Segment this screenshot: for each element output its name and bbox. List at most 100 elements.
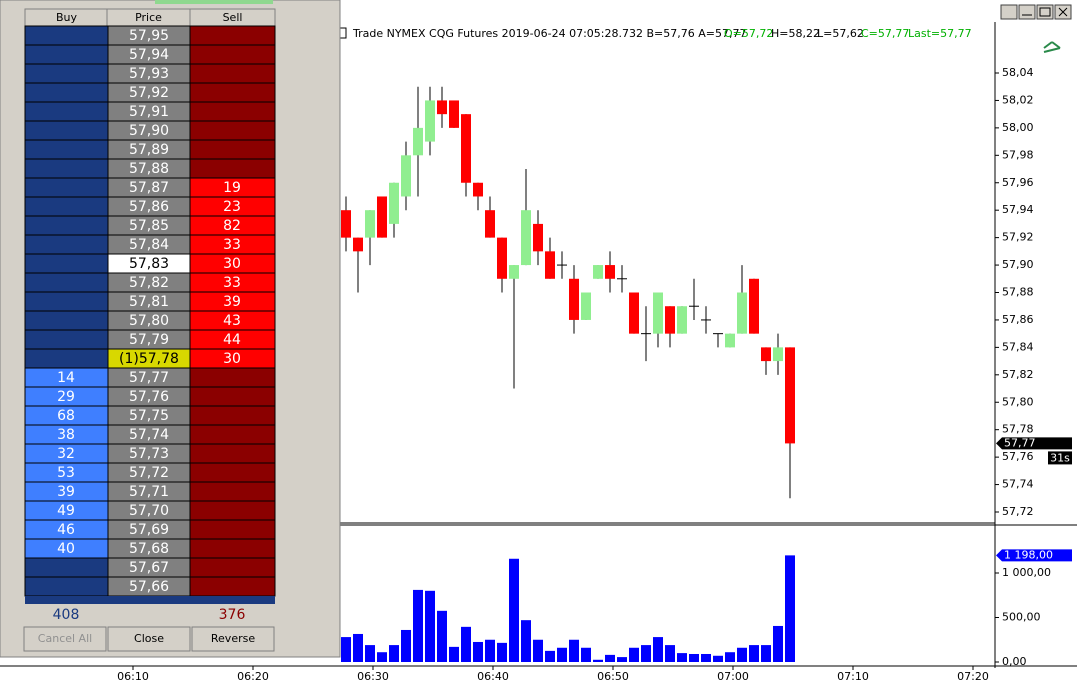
sell-cell[interactable] <box>189 63 276 84</box>
volume-bar <box>785 555 795 662</box>
sell-cell[interactable] <box>189 158 276 179</box>
buy-cell[interactable] <box>24 291 109 312</box>
candle-body <box>437 100 447 115</box>
price-label: 57,91 <box>129 104 169 120</box>
buy-cell[interactable] <box>24 63 109 84</box>
sell-cell[interactable] <box>189 82 276 103</box>
buy-total: 408 <box>53 607 80 623</box>
buy-cell[interactable] <box>24 215 109 236</box>
y-tick-label: 57,94 <box>1002 203 1034 216</box>
sell-cell[interactable] <box>189 139 276 160</box>
sell-cell[interactable] <box>189 481 276 502</box>
sell-cell[interactable] <box>189 424 276 445</box>
y-tick-label: 57,80 <box>1002 395 1034 408</box>
last-volume-tag <box>996 549 1072 562</box>
candle-body <box>425 100 435 142</box>
sell-cell[interactable] <box>189 519 276 540</box>
volume-bar <box>473 641 483 662</box>
sell-cell[interactable] <box>189 101 276 122</box>
volume-bar <box>557 647 567 662</box>
volume-bar <box>353 633 363 662</box>
sell-qty: 33 <box>223 237 241 253</box>
buy-cell[interactable] <box>24 101 109 122</box>
button-label[interactable]: Reverse <box>211 632 255 645</box>
title-bar <box>340 0 1077 22</box>
sell-cell[interactable] <box>189 44 276 65</box>
volume-bar <box>725 652 735 662</box>
button[interactable] <box>107 626 191 652</box>
x-tick-label: 06:30 <box>357 670 389 683</box>
volume-bar <box>461 626 471 662</box>
candle-body <box>365 210 375 238</box>
buy-cell[interactable] <box>24 44 109 65</box>
buy-qty: 39 <box>57 484 75 500</box>
candle-body <box>473 182 483 197</box>
button-label[interactable]: Cancel All <box>38 632 92 645</box>
sell-cell[interactable] <box>189 557 276 578</box>
sell-cell[interactable] <box>189 576 276 597</box>
sell-cell[interactable] <box>189 120 276 141</box>
buy-cell[interactable] <box>24 25 109 46</box>
sell-cell[interactable] <box>189 462 276 483</box>
button[interactable] <box>191 626 275 652</box>
buy-cell[interactable] <box>24 82 109 103</box>
y-tick-label: 57,96 <box>1002 176 1034 189</box>
candle-body <box>389 182 399 224</box>
price-label: 57,80 <box>129 313 169 329</box>
buy-cell[interactable] <box>24 329 109 350</box>
restore-icon[interactable] <box>1000 4 1018 20</box>
buy-cell[interactable] <box>24 253 109 274</box>
price-label: 57,95 <box>129 28 169 44</box>
buy-cell[interactable] <box>24 348 109 369</box>
sell-cell[interactable] <box>189 405 276 426</box>
price-label: 57,94 <box>129 47 169 63</box>
buy-cell[interactable] <box>24 234 109 255</box>
buy-cell[interactable] <box>24 272 109 293</box>
candle-body <box>677 306 687 334</box>
volume-bar <box>569 639 579 662</box>
price-label: 57,79 <box>129 332 169 348</box>
buy-cell[interactable] <box>24 196 109 217</box>
x-tick-label: 07:10 <box>837 670 869 683</box>
price-label: 57,88 <box>129 161 169 177</box>
timer-box <box>1048 451 1072 465</box>
buy-qty: 32 <box>57 446 75 462</box>
window-buttons[interactable] <box>1000 4 1072 20</box>
y-tick-label: 57,88 <box>1002 286 1034 299</box>
x-tick-label: 06:10 <box>117 670 149 683</box>
sell-cell[interactable] <box>189 386 276 407</box>
buy-cell[interactable] <box>24 576 109 597</box>
buy-qty: 38 <box>57 427 75 443</box>
last-price-tag <box>996 437 1072 450</box>
header-last: Last=57,77 <box>908 27 972 40</box>
buy-cell[interactable] <box>24 177 109 198</box>
maximize-button[interactable] <box>1036 4 1054 20</box>
price-label: 57,84 <box>129 237 169 253</box>
buy-cell[interactable] <box>24 139 109 160</box>
y-tick-label: 57,78 <box>1002 423 1034 436</box>
sell-cell[interactable] <box>189 538 276 559</box>
y-tick-label: 0,00 <box>1002 655 1027 668</box>
buy-cell[interactable] <box>24 557 109 578</box>
sell-cell[interactable] <box>189 443 276 464</box>
sell-cell[interactable] <box>189 367 276 388</box>
y-tick-label: 57,72 <box>1002 505 1034 518</box>
sell-qty: 43 <box>223 313 241 329</box>
sell-cell[interactable] <box>189 25 276 46</box>
x-tick-label: 06:40 <box>477 670 509 683</box>
sell-qty: 30 <box>223 256 241 272</box>
buy-cell[interactable] <box>24 158 109 179</box>
volume-bar <box>689 653 699 662</box>
sell-cell[interactable] <box>189 500 276 521</box>
price-label: 57,86 <box>129 199 169 215</box>
buy-cell[interactable] <box>24 120 109 141</box>
button[interactable] <box>23 626 107 652</box>
buy-cell[interactable] <box>24 310 109 331</box>
trade-icon[interactable] <box>1043 41 1061 53</box>
button-label[interactable]: Close <box>134 632 164 645</box>
minimize-button[interactable] <box>1018 4 1036 20</box>
volume-bar <box>593 659 603 662</box>
price-label: 57,90 <box>129 123 169 139</box>
